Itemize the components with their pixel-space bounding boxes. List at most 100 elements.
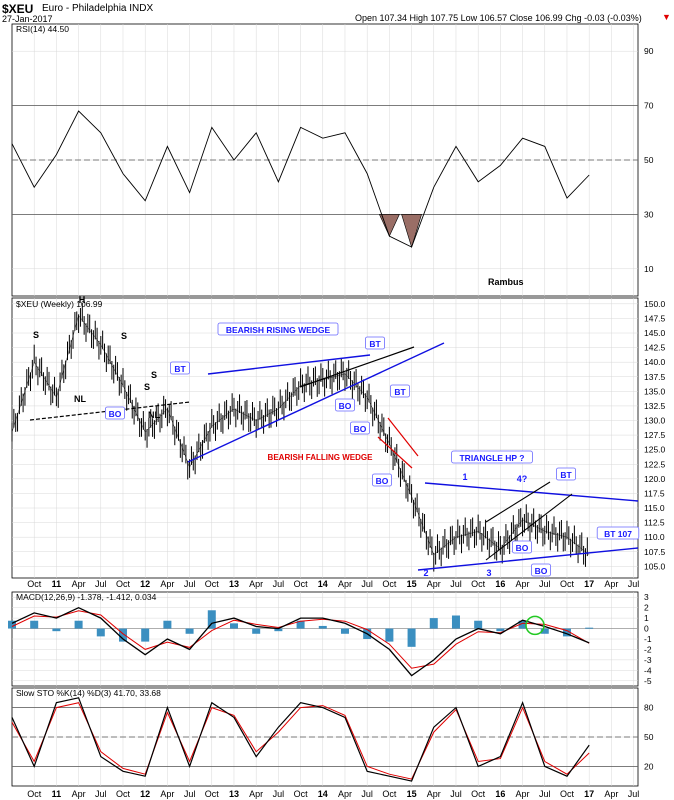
annotation-box (451, 450, 533, 464)
x-tick-label: Apr (249, 579, 263, 589)
x-tick-label: Oct (205, 579, 220, 589)
macd-crossover-circle (525, 615, 545, 636)
x-tick-label: Oct (382, 789, 397, 799)
annotation-label: S (121, 331, 127, 341)
annotation-label: BO (376, 476, 389, 486)
falling-wedge-upper (387, 417, 419, 457)
y-tick-label: 127.5 (644, 430, 666, 440)
macd-histogram-bar (141, 628, 150, 642)
annotation-label: BO (109, 409, 122, 419)
x-tick-label: Oct (205, 789, 220, 799)
y-tick-label: 1 (644, 613, 649, 623)
x-tick-label: 17 (584, 789, 594, 799)
x-tick-label: Jul (450, 579, 462, 589)
x-tick-label: Jul (539, 789, 551, 799)
y-tick-label: 80 (644, 703, 654, 713)
x-tick-label: Apr (427, 789, 441, 799)
y-tick-label: 3 (644, 592, 649, 602)
macd-histogram-bar (318, 625, 327, 629)
x-tick-label: 11 (52, 789, 62, 799)
macd-histogram-bar (252, 628, 261, 634)
y-tick-label: 117.5 (644, 488, 665, 498)
panel-frame (11, 297, 639, 579)
chart-header: $XEU Euro - Philadelphia INDX 27-Jan-201… (0, 0, 674, 24)
macd-histogram-bar (562, 628, 571, 637)
x-tick-label: 14 (318, 579, 328, 589)
macd-histogram-bar (540, 628, 549, 634)
rsi-title: RSI(14) 44.50 (16, 24, 69, 34)
y-tick-label: 50 (644, 155, 654, 165)
y-tick-label: -5 (644, 676, 652, 686)
x-tick-label: Jul (361, 579, 373, 589)
x-tick-label: Jul (361, 789, 373, 799)
price-title: $XEU (Weekly) 106.99 (16, 299, 103, 309)
macd-histogram-bar (296, 620, 305, 629)
x-tick-label: Jul (95, 789, 107, 799)
x-tick-label: Apr (72, 789, 86, 799)
x-tick-label: Jul (95, 579, 107, 589)
x-tick-label: Apr (249, 789, 263, 799)
triangle-channel-upper (485, 481, 551, 523)
macd-histogram-bar (30, 620, 39, 629)
x-tick-label: Jul (628, 579, 640, 589)
macd-title: MACD(12,26,9) -1.378, -1.412, 0.034 (16, 592, 157, 602)
macd-histogram-bar (207, 610, 216, 629)
annotation-label: BT (560, 470, 572, 480)
y-tick-label: 115.0 (644, 503, 665, 513)
x-tick-label: Apr (160, 789, 174, 799)
symbol-label: $XEU (2, 2, 34, 16)
y-tick-label: 0 (644, 624, 649, 634)
annotation-label: 4? (517, 474, 528, 484)
x-tick-label: Apr (604, 579, 618, 589)
annotation-label: H (79, 295, 86, 305)
falling-wedge-lower (377, 436, 413, 469)
annotation-label: BT 107 (604, 529, 632, 539)
x-tick-label: Jul (450, 789, 462, 799)
annotation-label: TRIANGLE HP ? (459, 453, 524, 463)
y-tick-label: 132.5 (644, 401, 666, 411)
y-tick-label: 135.0 (644, 386, 666, 396)
x-tick-label: Jul (273, 579, 285, 589)
x-tick-label: Oct (471, 579, 486, 589)
y-tick-label: 90 (644, 46, 654, 56)
wedge-upper-trendline (207, 354, 371, 375)
x-tick-label: Oct (560, 789, 575, 799)
y-tick-label: 50 (644, 732, 654, 742)
y-tick-label: 150.0 (644, 299, 666, 309)
x-tick-label: 11 (52, 579, 62, 589)
x-tick-label: 16 (495, 789, 505, 799)
x-tick-label: Apr (604, 789, 618, 799)
macd-histogram-bar (74, 620, 83, 629)
x-tick-label: 14 (318, 789, 328, 799)
annotation-label: 1 (462, 472, 467, 482)
y-tick-label: 145.0 (644, 328, 666, 338)
annotation-label: S (151, 370, 157, 380)
macd-histogram-bar (163, 620, 172, 629)
y-tick-label: 110.0 (644, 532, 665, 542)
x-tick-label: 12 (140, 579, 150, 589)
annotation-label: NL (74, 394, 86, 404)
x-tick-label: Jul (628, 789, 640, 799)
sto-k-line (11, 697, 590, 782)
x-tick-label: 13 (229, 579, 239, 589)
macd-histogram-bar (407, 628, 416, 647)
rsi-oversold-fill (378, 214, 422, 249)
ohlc-readout: Open 107.34 High 107.75 Low 106.57 Close… (355, 13, 642, 23)
x-tick-label: Oct (116, 579, 131, 589)
x-tick-label: Apr (338, 789, 352, 799)
x-tick-label: Oct (560, 579, 575, 589)
annotation-box (364, 336, 385, 350)
annotation-label: BO (339, 401, 352, 411)
x-tick-label: Jul (273, 789, 285, 799)
macd-histogram-bar (96, 628, 105, 637)
annotation-label: BO (354, 424, 367, 434)
y-tick-label: 140.0 (644, 357, 666, 367)
inner-wedge-trendline (299, 346, 415, 388)
annotation-label: S (33, 330, 39, 340)
triangle-lower-trendline (417, 547, 639, 571)
y-tick-label: 137.5 (644, 372, 666, 382)
x-tick-label: Oct (27, 579, 42, 589)
x-tick-label: Apr (72, 579, 86, 589)
y-tick-label: 130.0 (644, 416, 666, 426)
